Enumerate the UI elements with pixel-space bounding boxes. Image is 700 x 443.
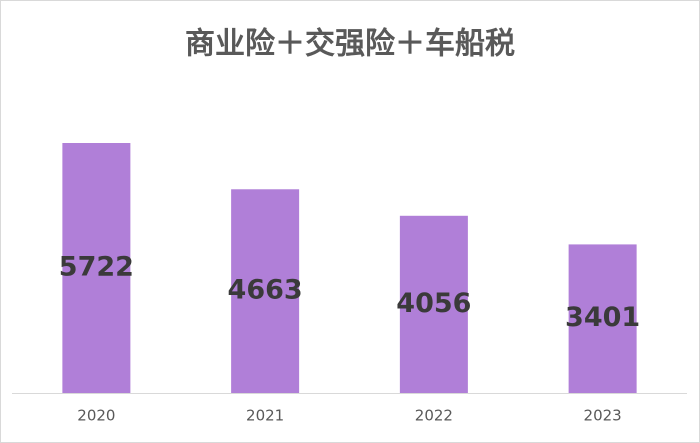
bar — [62, 143, 131, 393]
x-tick-label: 2020 — [77, 407, 115, 425]
data-label: 4056 — [396, 288, 471, 319]
x-tick-label: 2022 — [415, 407, 453, 425]
x-tick-label: 2023 — [584, 407, 622, 425]
chart-title: 商业险＋交强险＋车船税 — [185, 27, 515, 62]
data-label: 3401 — [565, 302, 640, 333]
bar — [399, 215, 468, 393]
data-label: 4663 — [228, 275, 303, 306]
bar — [231, 189, 300, 393]
bar — [568, 244, 637, 393]
x-tick-label: 2021 — [246, 407, 284, 425]
data-label: 5722 — [59, 252, 134, 283]
